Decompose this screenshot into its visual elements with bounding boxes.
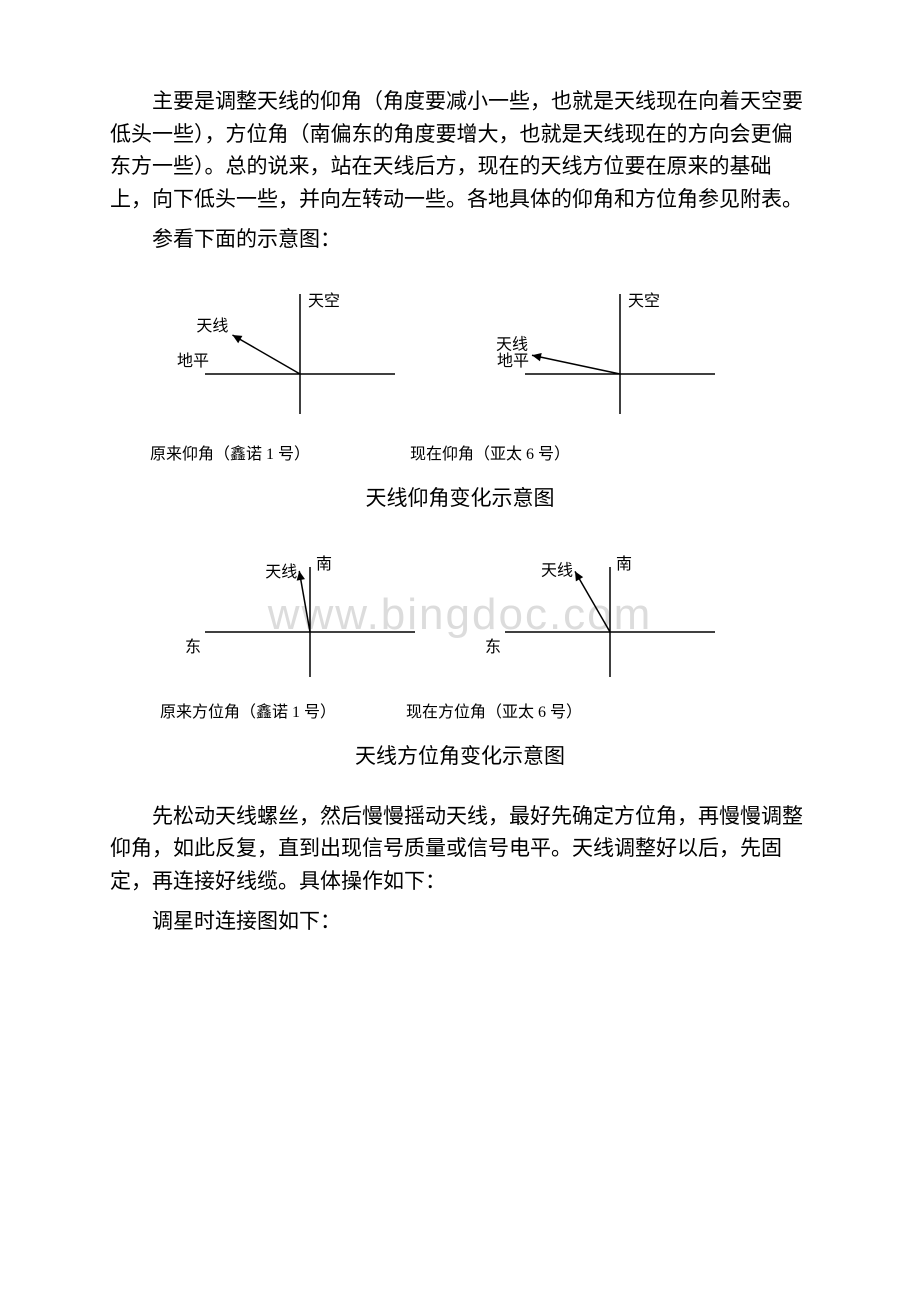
svg-text:天线: 天线 — [541, 561, 573, 579]
elevation-right-caption: 现在仰角（亚太 6 号） — [410, 440, 570, 464]
azimuth-right-caption: 现在方位角（亚太 6 号） — [406, 698, 582, 722]
elevation-left-caption: 原来仰角（鑫诺 1 号） — [150, 440, 310, 464]
azimuth-right-svg: 南 天线东 — [460, 542, 720, 692]
elevation-left-svg: 天空天线地平 — [140, 264, 400, 434]
paragraph-2: 参看下面的示意图： — [110, 223, 810, 256]
azimuth-figure-title: 天线方位角变化示意图 — [110, 740, 810, 770]
elevation-caption-row: 原来仰角（鑫诺 1 号） 现在仰角（亚太 6 号） — [110, 440, 810, 464]
elevation-right-diagram: 天空天线地平 — [460, 264, 720, 434]
svg-text:天空: 天空 — [308, 292, 340, 310]
svg-text:南: 南 — [316, 555, 332, 573]
svg-text:天线: 天线 — [265, 563, 297, 581]
azimuth-left-diagram: 南 天线东 — [160, 542, 420, 692]
svg-text:地平: 地平 — [497, 352, 529, 370]
svg-text:东: 东 — [185, 638, 201, 656]
azimuth-left-caption: 原来方位角（鑫诺 1 号） — [160, 698, 336, 722]
svg-text:天线: 天线 — [196, 317, 228, 335]
azimuth-right-diagram: 南 天线东 — [460, 542, 720, 692]
paragraph-3: 先松动天线螺丝，然后慢慢摇动天线，最好先确定方位角，再慢慢调整仰角，如此反复，直… — [110, 800, 810, 898]
document-content: 主要是调整天线的仰角（角度要减小一些，也就是天线现在向着天空要低头一些），方位角… — [110, 85, 810, 938]
elevation-right-svg: 天空天线地平 — [460, 264, 720, 434]
azimuth-left-svg: 南 天线东 — [160, 542, 420, 692]
azimuth-diagram-row: 南 天线东 南 天线东 — [110, 542, 810, 692]
paragraph-1: 主要是调整天线的仰角（角度要减小一些，也就是天线现在向着天空要低头一些），方位角… — [110, 85, 810, 215]
svg-text:地平: 地平 — [177, 352, 209, 370]
azimuth-caption-row: 原来方位角（鑫诺 1 号） 现在方位角（亚太 6 号） — [110, 698, 810, 722]
svg-text:南: 南 — [616, 555, 632, 573]
paragraph-4: 调星时连接图如下： — [110, 905, 810, 938]
elevation-left-diagram: 天空天线地平 — [140, 264, 400, 434]
elevation-diagram-row: 天空天线地平 天空天线地平 — [110, 264, 810, 434]
svg-text:东: 东 — [485, 638, 501, 656]
elevation-figure-title: 天线仰角变化示意图 — [110, 482, 810, 512]
svg-text:天空: 天空 — [628, 292, 660, 310]
svg-text:天线: 天线 — [496, 335, 528, 353]
